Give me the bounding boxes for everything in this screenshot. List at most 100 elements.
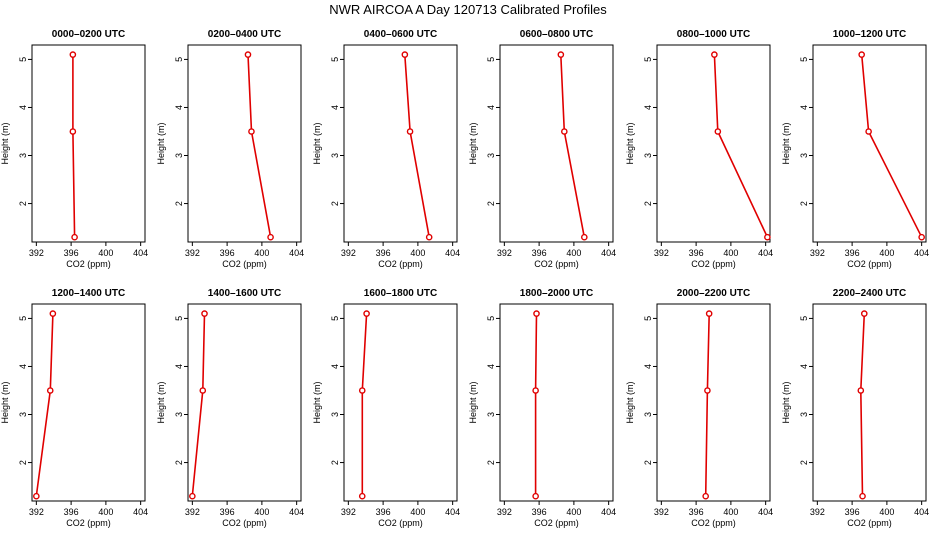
x-tick-label: 400	[723, 248, 738, 258]
y-tick-label: 4	[330, 364, 340, 369]
panel-title: 0800–1000 UTC	[677, 29, 750, 40]
y-axis-label: Height (m)	[156, 381, 166, 423]
y-tick-label: 5	[486, 57, 496, 62]
panel-1: 0200–0400 UTC 392 396 400 404 2 3 4 5 CO2 (ppm) He…	[156, 29, 304, 269]
plot-frame	[812, 303, 927, 502]
panels-grid: 0000–0200 UTC 392 396 400 404 2 3 4 5 CO2 (ppm) He…	[0, 29, 929, 528]
plot-frame	[812, 44, 927, 243]
x-tick-label: 396	[532, 507, 547, 517]
y-tick-label: 3	[174, 153, 184, 158]
panel-9: 1800–2000 UTC 392 396 400 404 2 3 4 5 CO2 (ppm) He…	[468, 288, 616, 528]
x-tick-label: 404	[914, 248, 929, 258]
panel-title: 1800–2000 UTC	[520, 288, 593, 299]
y-tick-label: 4	[174, 105, 184, 110]
profile-point	[859, 492, 866, 500]
panel-title: 0200–0400 UTC	[208, 29, 281, 40]
panel-title: 2200–2400 UTC	[833, 288, 906, 299]
y-tick-label: 2	[174, 460, 184, 465]
panel-title: 1200–1400 UTC	[52, 288, 125, 299]
panel-title: 2000–2200 UTC	[677, 288, 750, 299]
x-tick-label: 400	[410, 507, 425, 517]
profile-line	[35, 313, 54, 497]
y-tick-label: 2	[18, 460, 28, 465]
profile-point	[46, 387, 54, 394]
profile-line	[704, 313, 710, 497]
y-tick-label: 4	[174, 364, 184, 369]
profile-point	[49, 310, 57, 317]
profile-point	[199, 387, 207, 394]
x-tick-label: 400	[723, 507, 738, 517]
x-tick-label: 392	[497, 248, 512, 258]
x-tick-label: 404	[289, 507, 304, 517]
y-axis-label: Height (m)	[781, 122, 791, 164]
profile-point	[425, 233, 433, 241]
x-axis-label: CO2 (ppm)	[847, 259, 892, 269]
profile-line	[191, 313, 206, 497]
y-tick-label: 4	[799, 105, 809, 110]
plot-frame	[499, 44, 614, 243]
plot-frame	[31, 303, 146, 502]
profile-point	[532, 387, 539, 394]
x-tick-label: 400	[879, 507, 894, 517]
plot-frame	[343, 303, 458, 502]
x-tick-label: 392	[185, 507, 200, 517]
profile-point	[705, 310, 713, 317]
profile-point	[189, 492, 196, 500]
y-axis-label: Height (m)	[0, 381, 10, 423]
profile-point	[533, 310, 540, 317]
x-tick-label: 396	[64, 507, 79, 517]
x-tick-label: 404	[133, 248, 148, 258]
profile-line	[361, 313, 368, 497]
figure-title: NWR AIRCOA A Day 120713 Calibrated Profi…	[329, 2, 607, 17]
x-tick-label: 392	[810, 507, 825, 517]
y-tick-label: 3	[643, 412, 653, 417]
plot-frame	[499, 303, 614, 502]
x-tick-label: 396	[376, 507, 391, 517]
profile-point	[711, 51, 718, 58]
x-tick-label: 400	[879, 248, 894, 258]
y-tick-label: 5	[18, 57, 28, 62]
x-tick-label: 396	[689, 507, 704, 517]
x-axis-label: CO2 (ppm)	[534, 518, 579, 528]
x-tick-label: 396	[689, 248, 704, 258]
x-tick-label: 396	[532, 248, 547, 258]
plot-frame	[187, 303, 302, 502]
x-tick-label: 400	[254, 507, 269, 517]
y-tick-label: 5	[643, 316, 653, 321]
x-tick-label: 396	[376, 248, 391, 258]
y-tick-label: 5	[799, 316, 809, 321]
plot-frame	[31, 44, 146, 243]
profile-line	[404, 54, 430, 238]
profile-point	[201, 310, 208, 317]
profile-point	[860, 310, 868, 317]
panel-11: 2200–2400 UTC 392 396 400 404 2 3 4 5 CO2 (ppm) He…	[781, 288, 929, 528]
y-axis-label: Height (m)	[312, 122, 322, 164]
profile-point	[248, 128, 255, 135]
y-tick-label: 2	[486, 460, 496, 465]
x-tick-label: 392	[341, 248, 356, 258]
profile-point	[401, 51, 409, 58]
profile-point	[69, 51, 77, 58]
panel-title: 1600–1800 UTC	[364, 288, 437, 299]
profile-line	[860, 54, 923, 238]
x-tick-label: 400	[98, 507, 113, 517]
profile-line	[859, 313, 866, 497]
y-tick-label: 3	[330, 153, 340, 158]
y-tick-label: 5	[643, 57, 653, 62]
y-axis-label: Height (m)	[625, 122, 635, 164]
panel-10: 2000–2200 UTC 392 396 400 404 2 3 4 5 CO2 (ppm) He…	[625, 288, 773, 528]
y-tick-label: 4	[18, 105, 28, 110]
y-tick-label: 5	[174, 57, 184, 62]
y-axis-label: Height (m)	[156, 122, 166, 164]
y-tick-label: 3	[799, 412, 809, 417]
y-tick-label: 4	[486, 364, 496, 369]
plot-frame	[187, 44, 302, 243]
profile-point	[363, 310, 370, 317]
y-tick-label: 3	[18, 153, 28, 158]
x-axis-label: CO2 (ppm)	[691, 259, 736, 269]
y-tick-label: 3	[18, 412, 28, 417]
profile-point	[581, 233, 588, 241]
x-tick-label: 392	[654, 248, 669, 258]
x-tick-label: 404	[133, 507, 148, 517]
y-tick-label: 2	[330, 201, 340, 206]
